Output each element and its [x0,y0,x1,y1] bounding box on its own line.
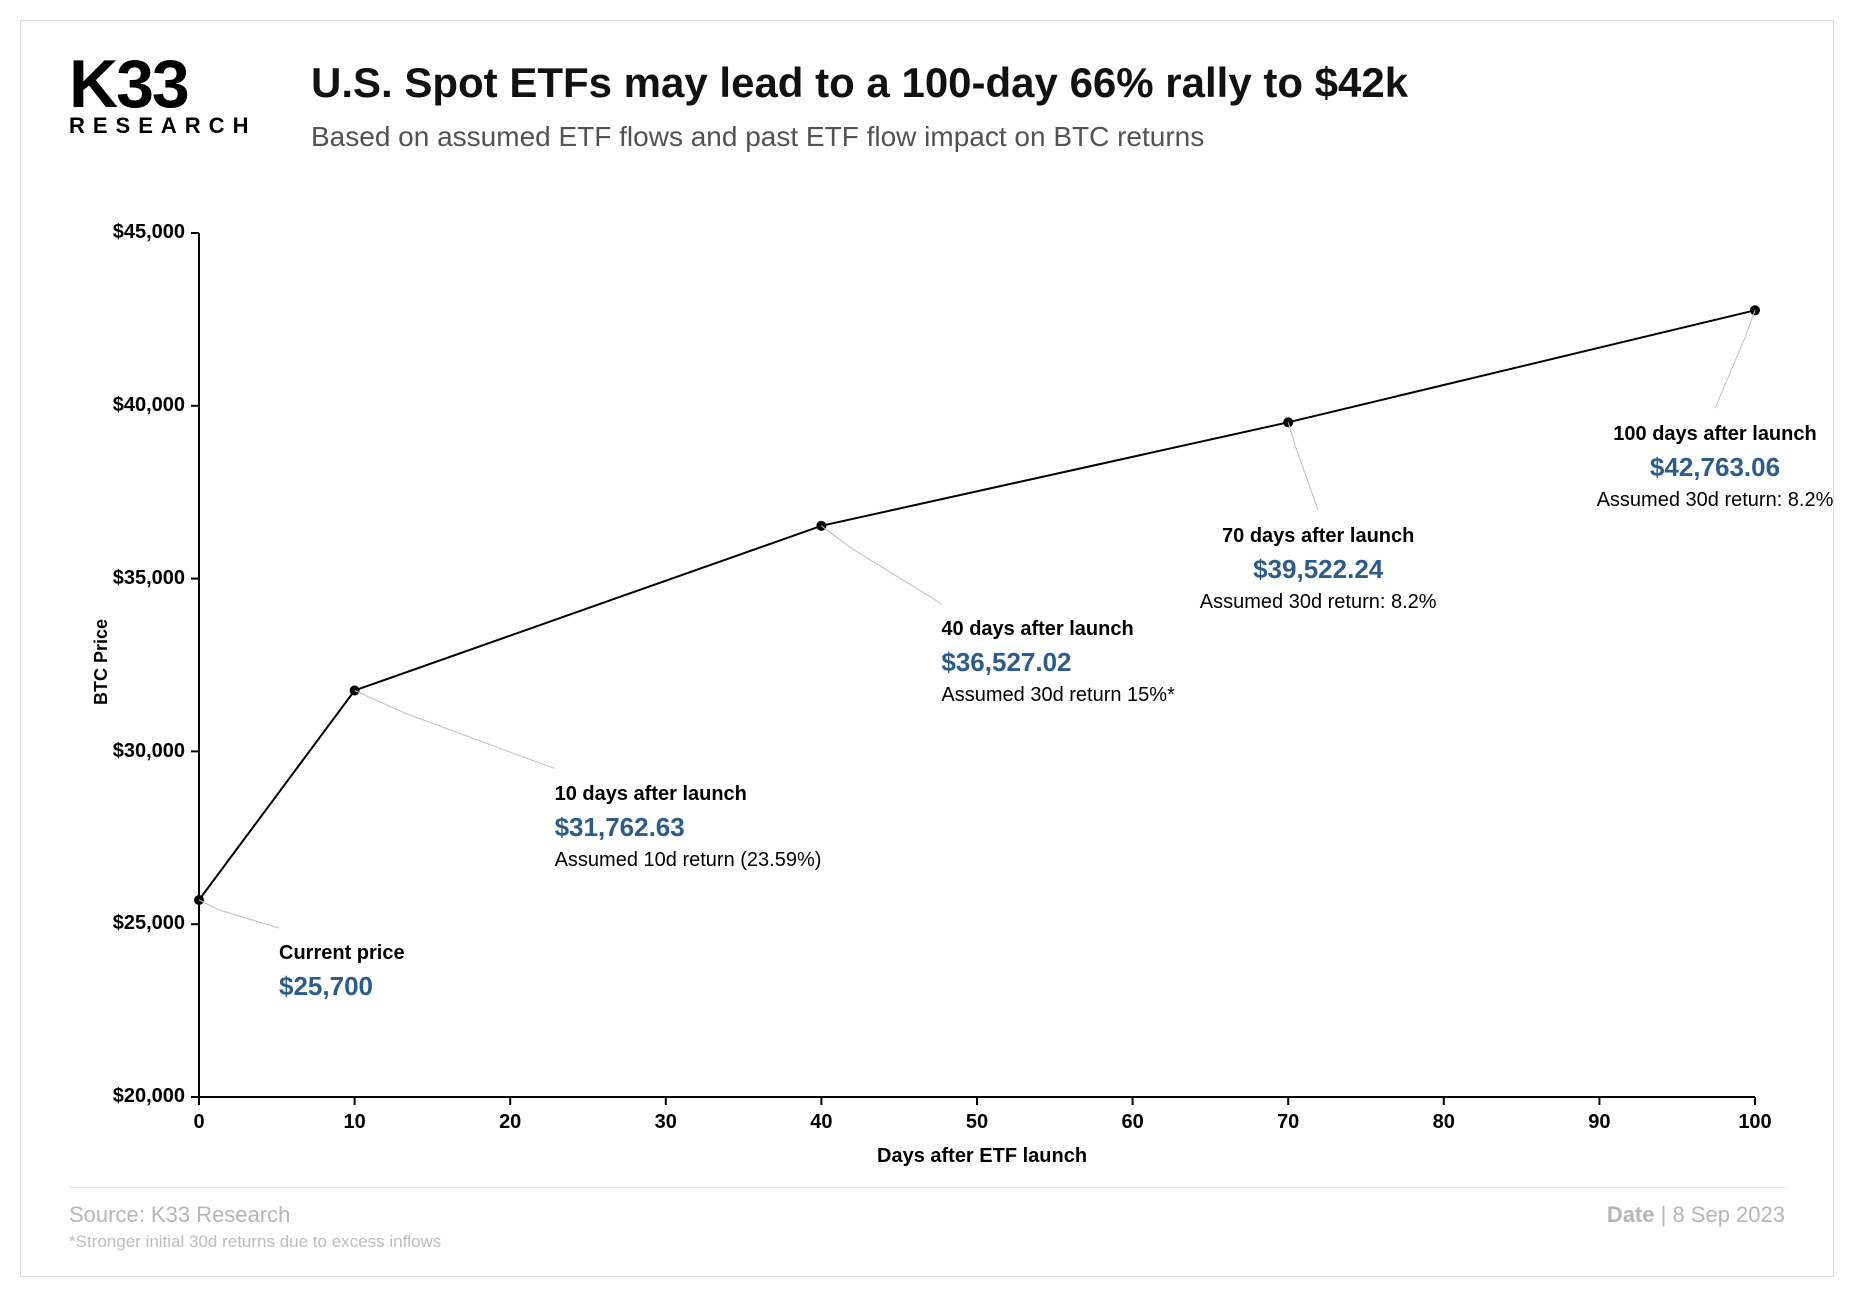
x-tick-label: 20 [490,1111,530,1134]
x-tick-label: 30 [646,1111,686,1134]
chart-area: $20,000 $25,000 $30,000 $35,000 $40,000 $45,0… [69,213,1785,1187]
annotation: 70 days after launch$39,522.24Assumed 30… [1178,523,1458,616]
logo-subtext: RESEARCH [69,113,279,139]
annotation: Current price$25,700 [279,940,405,1004]
footer: Source: K33 Research *Stronger initial 3… [69,1187,1785,1252]
x-tick-label: 50 [957,1111,997,1134]
annotation-title: Current price [279,940,405,967]
logo-text: K33 [69,57,279,111]
x-tick-label: 100 [1735,1111,1775,1134]
x-axis-label: Days after ETF launch [877,1145,1087,1168]
y-tick-label: $35,000 [113,567,185,590]
annotation-title: 70 days after launch [1178,523,1458,550]
annotation-title: 100 days after launch [1575,421,1854,448]
logo: K33 RESEARCH [69,57,279,139]
annotation-value: $36,527.02 [941,645,1174,680]
data-marker [816,521,826,531]
annotation-title: 40 days after launch [941,616,1174,643]
annotation-sub: Assumed 30d return 15%* [941,682,1174,709]
date-label: Date [1607,1202,1655,1227]
y-tick-label: $40,000 [113,394,185,417]
date-separator: | [1661,1202,1673,1227]
x-tick-label: 60 [1113,1111,1153,1134]
annotation-sub: Assumed 30d return: 8.2% [1575,487,1854,514]
annotation-value: $31,762.63 [555,810,822,845]
chart-title: U.S. Spot ETFs may lead to a 100-day 66%… [311,59,1785,107]
annotation-sub: Assumed 10d return (23.59%) [555,847,822,874]
annotation: 10 days after launch$31,762.63Assumed 10… [555,781,822,874]
annotation-sub: Assumed 30d return: 8.2% [1178,589,1458,616]
x-tick-label: 70 [1268,1111,1308,1134]
footnote-text: *Stronger initial 30d returns due to exc… [69,1232,441,1252]
annotation: 40 days after launch$36,527.02Assumed 30… [941,616,1174,709]
x-tick-label: 90 [1579,1111,1619,1134]
y-axis-label: BTC Price [91,619,112,705]
chart-subtitle: Based on assumed ETF flows and past ETF … [311,121,1785,153]
x-tick-label: 80 [1424,1111,1464,1134]
source-text: Source: K33 Research [69,1202,441,1228]
annotation-value: $25,700 [279,969,405,1004]
x-tick-label: 40 [801,1111,841,1134]
line-chart-svg [69,213,1785,1187]
x-tick-label: 0 [179,1111,219,1134]
header: K33 RESEARCH U.S. Spot ETFs may lead to … [69,57,1785,153]
annotation: 100 days after launch$42,763.06Assumed 3… [1575,421,1854,514]
annotation-title: 10 days after launch [555,781,822,808]
annotation-value: $42,763.06 [1575,450,1854,485]
data-line [199,311,1755,901]
date-value: 8 Sep 2023 [1672,1202,1785,1227]
y-tick-label: $20,000 [113,1085,185,1108]
x-tick-label: 10 [335,1111,375,1134]
y-tick-label: $25,000 [113,912,185,935]
y-tick-label: $30,000 [113,740,185,763]
y-tick-label: $45,000 [113,221,185,244]
annotation-value: $39,522.24 [1178,552,1458,587]
date: Date | 8 Sep 2023 [1607,1202,1785,1228]
